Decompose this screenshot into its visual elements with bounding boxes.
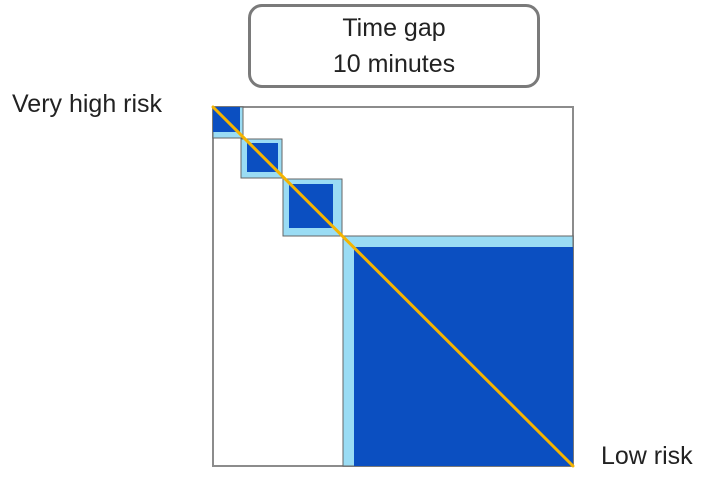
time-gap-value: 10 minutes — [332, 50, 456, 78]
low-risk-label: Low risk — [601, 442, 693, 470]
diagonal-line — [211, 105, 575, 468]
time-gap-box: Time gap 10 minutes — [248, 4, 540, 88]
time-gap-title: Time gap — [342, 14, 446, 42]
very-high-risk-label: Very high risk — [12, 90, 163, 118]
